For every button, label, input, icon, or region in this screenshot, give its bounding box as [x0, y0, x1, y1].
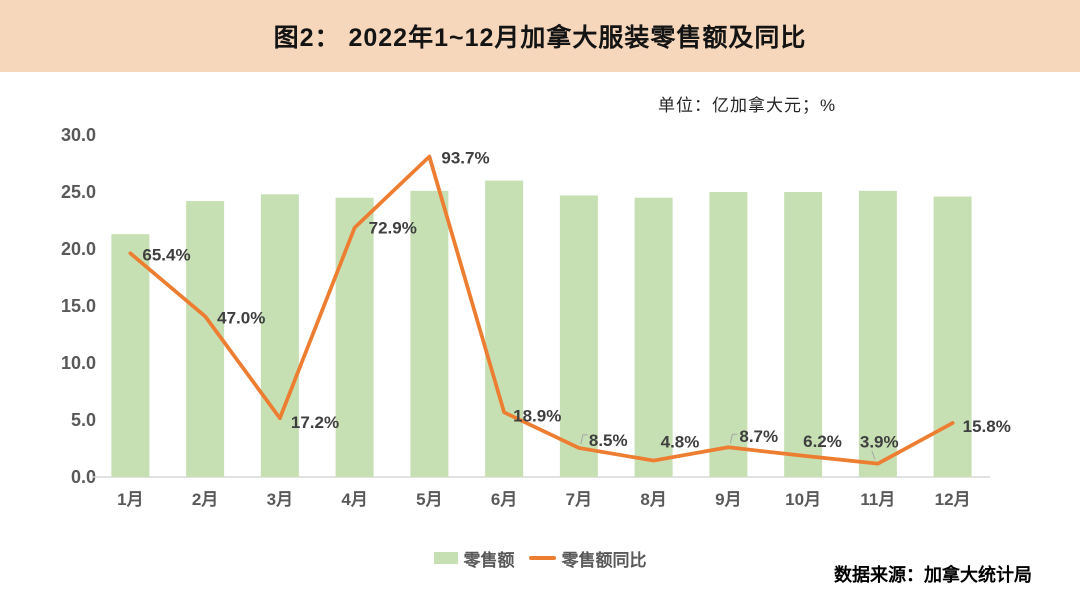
legend-line-label: 零售额同比: [561, 550, 647, 570]
x-axis-tick-label: 11月: [860, 490, 895, 509]
label-leader-line: [580, 434, 588, 445]
y-axis-tick-label: 10.0: [61, 353, 96, 373]
line-data-label: 3.9%: [860, 433, 899, 452]
y-axis-tick-label: 20.0: [61, 239, 96, 259]
bar: [335, 197, 374, 477]
unit-label: 单位：亿加拿大元；%: [658, 96, 837, 115]
line-data-label: 8.5%: [589, 431, 628, 450]
bar: [260, 194, 299, 477]
legend-item-line: 零售额同比: [528, 546, 647, 571]
x-axis-tick-label: 12月: [935, 490, 971, 509]
x-axis-tick-label: 1月: [117, 490, 143, 509]
title-bar: 图2： 2022年1~12月加拿大服装零售额及同比: [0, 0, 1080, 72]
label-leader-line: [729, 433, 738, 444]
label-leader-line: [871, 450, 876, 460]
chart-title: 图2： 2022年1~12月加拿大服装零售额及同比: [273, 24, 807, 52]
bar: [559, 195, 598, 478]
line-data-label: 93.7%: [441, 149, 489, 168]
x-axis-tick-label: 7月: [566, 490, 592, 509]
bar: [186, 201, 225, 477]
line-data-label: 4.8%: [661, 433, 700, 452]
line-series-swatch: [528, 556, 556, 560]
line-data-label: 8.7%: [739, 427, 778, 446]
line-data-label: 15.8%: [963, 417, 1011, 436]
y-axis-tick-label: 25.0: [61, 182, 96, 202]
x-axis-tick-label: 6月: [491, 490, 517, 509]
line-data-label: 18.9%: [513, 406, 561, 425]
chart-legend: 零售额 零售额同比: [0, 546, 1080, 571]
y-axis-tick-label: 5.0: [71, 410, 96, 430]
x-axis-tick-label: 3月: [267, 490, 293, 509]
line-data-label: 47.0%: [217, 308, 265, 327]
bar: [410, 190, 449, 478]
x-axis-tick-label: 2月: [192, 490, 218, 509]
bar: [784, 192, 823, 477]
x-axis-tick-label: 10月: [785, 490, 821, 509]
legend-bar-label: 零售额: [463, 550, 515, 570]
x-axis-tick-label: 9月: [715, 490, 741, 509]
bar: [111, 234, 150, 477]
y-axis-tick-label: 30.0: [61, 125, 96, 145]
line-data-label: 65.4%: [142, 245, 190, 264]
y-axis-tick-label: 0.0: [71, 467, 96, 487]
bar: [634, 197, 673, 477]
y-axis-tick-label: 15.0: [61, 296, 96, 316]
line-series: [128, 154, 955, 466]
line-data-label: 6.2%: [803, 432, 842, 451]
source-label: 数据来源：加拿大统计局: [834, 565, 1032, 585]
bar: [485, 180, 524, 477]
bar: [709, 192, 748, 477]
bar: [858, 190, 897, 478]
line-data-label: 72.9%: [369, 219, 417, 238]
bar-series-swatch: [433, 552, 458, 564]
x-axis-tick-label: 5月: [416, 490, 442, 509]
x-axis-tick-label: 4月: [341, 490, 367, 509]
x-axis-tick-label: 8月: [640, 490, 666, 509]
line-data-label: 17.2%: [291, 413, 339, 432]
legend-item-bar: 零售额: [433, 546, 515, 571]
